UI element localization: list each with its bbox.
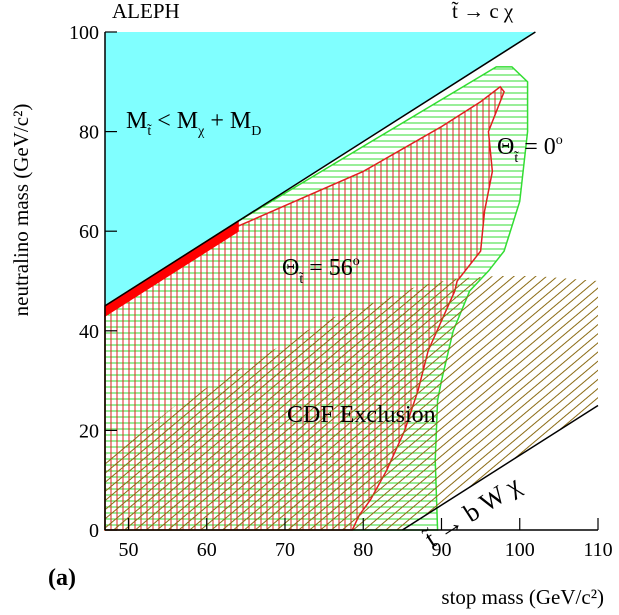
x-axis-label: stop mass (GeV/c²) — [441, 585, 604, 609]
x-tick-label: 60 — [197, 539, 217, 561]
y-tick-label: 40 — [79, 321, 99, 343]
region — [105, 276, 598, 530]
text-part: = 0 — [518, 134, 556, 160]
y-tick-label: 20 — [79, 420, 99, 442]
text-part: M — [126, 108, 147, 134]
x-tick-label: 50 — [118, 539, 138, 561]
text-part: + M — [204, 108, 251, 134]
boundary-line — [104, 31, 536, 307]
x-tick-label: 110 — [583, 539, 612, 561]
x-tick-label: 100 — [505, 539, 535, 561]
y-axis-label: neutralino mass (GeV/c²) — [9, 104, 33, 317]
y-tick-label: 60 — [79, 221, 99, 243]
y-tick-label: 100 — [69, 22, 99, 44]
subscript: χ — [197, 124, 205, 139]
text-part: Θ — [282, 255, 299, 281]
decay-label: t̃ → c χ — [451, 0, 513, 23]
subscript: t̃ — [147, 124, 152, 139]
x-tick-label: 80 — [353, 539, 373, 561]
cdf-label: CDF Exclusion — [287, 402, 436, 428]
experiment-label: ALEPH — [112, 0, 180, 23]
subscript: t̃ — [299, 272, 304, 287]
x-tick-label: 90 — [431, 539, 451, 561]
theta56-label: Θt̃ = 56o — [282, 254, 360, 287]
text-part: Θ — [497, 134, 514, 160]
y-tick-label: 80 — [79, 122, 99, 144]
y-tick-label: 0 — [89, 520, 99, 542]
text-part: < M — [151, 108, 198, 134]
subscript: t̃ — [514, 151, 519, 166]
x-tick-label: 70 — [275, 539, 295, 561]
subscript: D — [251, 124, 261, 139]
kinematic-label: Mt̃ < Mχ + MD — [126, 108, 261, 139]
boundary-line — [401, 404, 599, 531]
theta0-label: Θt̃ = 0o — [497, 133, 563, 166]
superscript: o — [353, 254, 360, 269]
text-part: = 56 — [303, 255, 353, 281]
superscript: o — [556, 133, 563, 148]
panel-label: (a) — [48, 565, 76, 591]
